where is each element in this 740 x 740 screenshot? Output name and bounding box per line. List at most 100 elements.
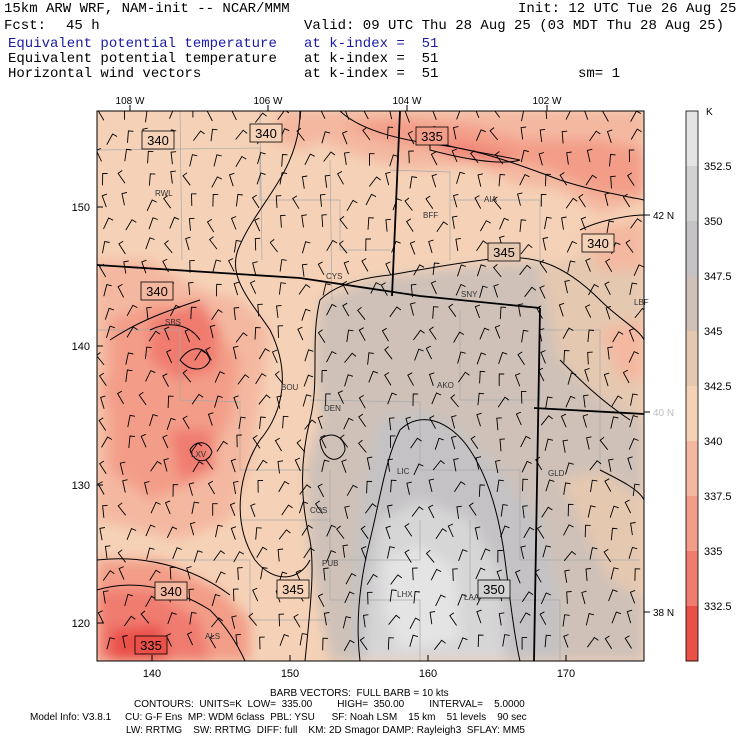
wind-barb — [317, 483, 325, 498]
colorbar-swatch — [686, 606, 698, 662]
wind-barb — [540, 194, 547, 207]
wind-barb — [254, 217, 261, 232]
wind-barb — [457, 264, 467, 277]
wind-barb — [563, 482, 571, 495]
wind-barb — [324, 174, 331, 188]
wind-barb — [117, 502, 127, 516]
wind-barb — [608, 458, 614, 472]
wind-barb — [452, 568, 458, 582]
wind-barb — [344, 111, 350, 120]
wind-barb — [145, 370, 156, 382]
colorbar-swatch — [686, 221, 698, 277]
wind-barb — [322, 283, 331, 296]
wind-barb — [304, 419, 317, 430]
wind-barb — [213, 550, 225, 561]
wind-barb — [213, 154, 222, 167]
wind-barb — [233, 307, 240, 320]
wind-barb — [260, 566, 268, 580]
wind-barb — [519, 173, 530, 186]
wind-barb — [124, 111, 126, 120]
wind-barb — [147, 150, 154, 164]
wind-barb — [216, 440, 228, 452]
wind-barb — [255, 373, 267, 385]
wind-barb — [368, 176, 381, 187]
wind-barb — [514, 372, 521, 387]
wind-barb — [612, 331, 624, 343]
wind-barb — [630, 393, 638, 406]
wind-barb — [102, 590, 109, 604]
wind-barb — [628, 546, 638, 560]
wind-barb — [565, 111, 577, 120]
wind-barb — [282, 415, 289, 429]
wind-barb — [474, 526, 481, 540]
station-bff: BFF — [423, 211, 438, 220]
wind-barb — [317, 593, 325, 607]
wind-barb — [188, 281, 194, 295]
wind-barb — [337, 390, 344, 404]
wind-barb — [364, 503, 377, 514]
wind-barb — [205, 456, 214, 470]
station-aia: AIA — [484, 195, 498, 204]
wind-barb — [589, 547, 598, 560]
wind-barb — [521, 111, 525, 122]
grid-x-160: 160 — [419, 668, 437, 680]
wind-barb — [193, 550, 203, 563]
wind-barb — [321, 214, 327, 228]
wind-barb — [611, 395, 623, 407]
wind-barb — [585, 258, 591, 272]
wind-barb — [302, 394, 312, 407]
wind-barb — [541, 506, 553, 518]
wind-barb — [632, 483, 640, 497]
wind-barb — [413, 591, 421, 604]
wind-barb — [456, 505, 462, 519]
wind-barb — [164, 326, 170, 341]
wind-barb — [425, 195, 434, 209]
wind-barb — [566, 591, 572, 604]
wind-barb — [99, 527, 105, 541]
wind-barb — [384, 346, 393, 360]
wind-barb — [455, 283, 466, 296]
wind-barb — [405, 218, 414, 232]
wind-barb — [494, 151, 504, 165]
wind-barb — [338, 240, 348, 254]
wind-barb — [148, 330, 161, 342]
wind-barb — [476, 240, 488, 252]
wind-barb — [499, 306, 507, 320]
wind-barb — [230, 216, 237, 230]
wind-barb — [336, 171, 344, 185]
wind-barb — [146, 306, 152, 320]
wind-barb — [342, 616, 352, 629]
wind-barb — [500, 504, 508, 517]
wind-barb — [409, 634, 419, 647]
wind-barb — [326, 550, 336, 563]
wind-barb — [150, 460, 162, 472]
field-1-level: at k-index = 51 — [304, 36, 439, 52]
lon-label-108w: 108 W — [116, 96, 145, 107]
wind-barb — [610, 527, 618, 541]
wind-barb — [190, 442, 203, 453]
wind-barb — [583, 394, 589, 408]
wind-barb — [235, 155, 247, 168]
theta-e-shading — [97, 111, 644, 661]
wind-barb — [127, 130, 134, 143]
wind-barb — [539, 611, 547, 625]
wind-barb — [275, 304, 282, 318]
wind-barb — [366, 573, 378, 585]
wind-barb — [301, 175, 308, 189]
wind-barb — [452, 126, 459, 140]
wind-barb — [124, 593, 133, 607]
wind-barb — [476, 352, 487, 365]
wind-barb — [228, 172, 235, 187]
wind-barb — [580, 216, 587, 231]
wind-barb — [121, 192, 127, 206]
wind-barb — [189, 260, 195, 273]
wind-barb — [566, 151, 572, 165]
wind-barb — [498, 173, 506, 187]
wind-barb — [116, 390, 124, 405]
wind-barb — [429, 611, 436, 625]
wind-barb — [208, 236, 218, 250]
wind-barb — [448, 303, 457, 317]
wind-barb — [629, 589, 636, 604]
wind-barb — [604, 478, 612, 492]
wind-barb — [254, 237, 261, 251]
